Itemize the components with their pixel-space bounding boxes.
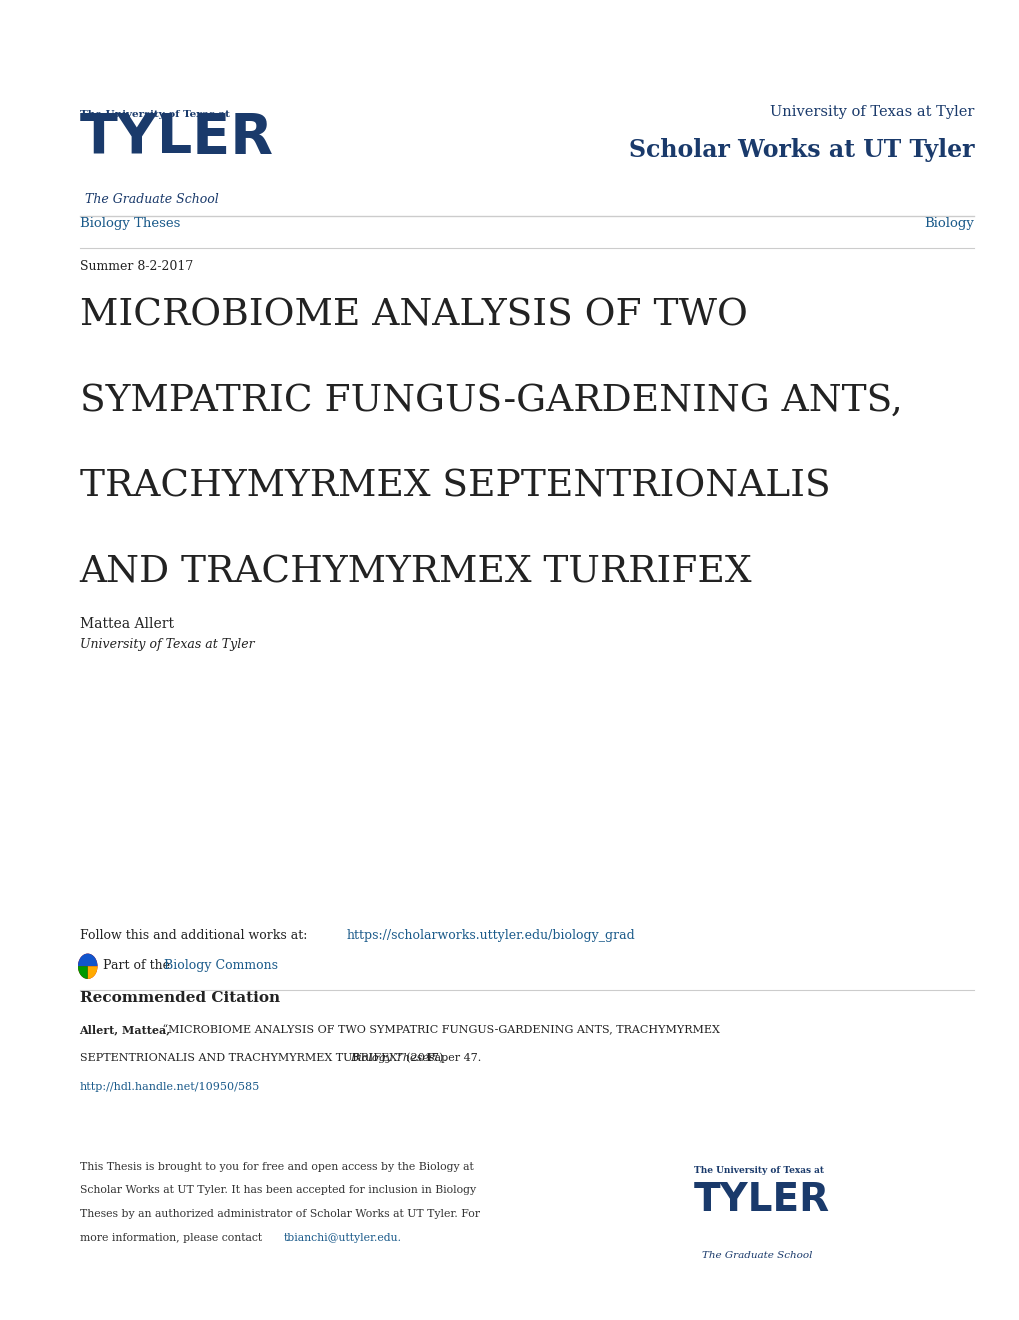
- Text: Paper 47.: Paper 47.: [424, 1053, 481, 1064]
- Text: The Graduate School: The Graduate School: [701, 1251, 811, 1261]
- Text: TYLER: TYLER: [693, 1181, 828, 1220]
- Text: Mattea Allert: Mattea Allert: [79, 616, 173, 631]
- Text: https://scholarworks.uttyler.edu/biology_grad: https://scholarworks.uttyler.edu/biology…: [346, 929, 635, 942]
- Text: SYMPATRIC FUNGUS-GARDENING ANTS,: SYMPATRIC FUNGUS-GARDENING ANTS,: [79, 383, 902, 418]
- Text: Recommended Citation: Recommended Citation: [79, 990, 279, 1005]
- Text: Follow this and additional works at:: Follow this and additional works at:: [79, 929, 311, 942]
- Text: University of Texas at Tyler: University of Texas at Tyler: [79, 638, 254, 651]
- Text: “MICROBIOME ANALYSIS OF TWO SYMPATRIC FUNGUS-GARDENING ANTS, TRACHYMYRMEX: “MICROBIOME ANALYSIS OF TWO SYMPATRIC FU…: [159, 1024, 718, 1035]
- Text: AND TRACHYMYRMEX TURRIFEX: AND TRACHYMYRMEX TURRIFEX: [79, 554, 751, 590]
- Text: Biology Commons: Biology Commons: [164, 958, 278, 972]
- Text: Part of the: Part of the: [103, 958, 174, 972]
- Text: Scholar Works at UT Tyler: Scholar Works at UT Tyler: [628, 139, 973, 162]
- Text: Allert, Mattea,: Allert, Mattea,: [79, 1024, 170, 1035]
- Circle shape: [77, 953, 98, 979]
- Text: Biology Theses: Biology Theses: [79, 216, 179, 230]
- Wedge shape: [88, 966, 98, 979]
- Text: TYLER: TYLER: [79, 111, 273, 165]
- Text: Theses by an authorized administrator of Scholar Works at UT Tyler. For: Theses by an authorized administrator of…: [79, 1209, 479, 1220]
- Text: This Thesis is brought to you for free and open access by the Biology at: This Thesis is brought to you for free a…: [79, 1162, 473, 1172]
- Text: Biology Theses.: Biology Theses.: [350, 1053, 438, 1064]
- Text: MICROBIOME ANALYSIS OF TWO: MICROBIOME ANALYSIS OF TWO: [79, 297, 747, 333]
- Text: The University of Texas at: The University of Texas at: [79, 110, 229, 119]
- Text: Biology: Biology: [923, 216, 973, 230]
- Text: Scholar Works at UT Tyler. It has been accepted for inclusion in Biology: Scholar Works at UT Tyler. It has been a…: [79, 1185, 475, 1196]
- Text: TRACHYMYRMEX SEPTENTRIONALIS: TRACHYMYRMEX SEPTENTRIONALIS: [79, 469, 829, 504]
- Text: http://hdl.handle.net/10950/585: http://hdl.handle.net/10950/585: [79, 1082, 260, 1093]
- Text: The Graduate School: The Graduate School: [85, 193, 218, 206]
- Text: SEPTENTRIONALIS AND TRACHYMYRMEX TURRIFEX” (2017).: SEPTENTRIONALIS AND TRACHYMYRMEX TURRIFE…: [79, 1053, 449, 1064]
- Text: Summer 8-2-2017: Summer 8-2-2017: [79, 260, 193, 273]
- Wedge shape: [77, 953, 98, 966]
- Text: tbianchi@uttyler.edu.: tbianchi@uttyler.edu.: [283, 1233, 401, 1243]
- Wedge shape: [77, 966, 88, 979]
- Text: University of Texas at Tyler: University of Texas at Tyler: [769, 104, 973, 119]
- Text: The University of Texas at: The University of Texas at: [693, 1166, 822, 1175]
- Text: more information, please contact: more information, please contact: [79, 1233, 265, 1243]
